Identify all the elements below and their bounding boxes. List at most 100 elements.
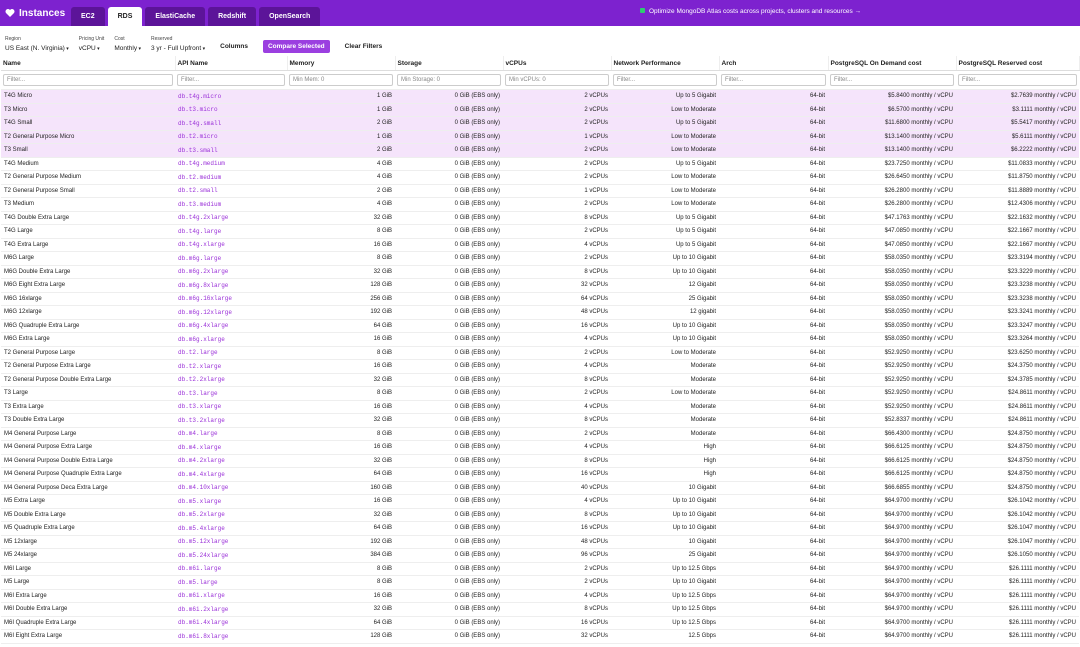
- column-header[interactable]: Name: [1, 56, 176, 71]
- row[interactable]: M6G Extra Large db.m6g.xlarge 16 GiB 0 GiB …: [1, 332, 1079, 347]
- row[interactable]: T4G Double Extra Large db.t4g.2xlarge 32 G…: [1, 211, 1079, 225]
- filter-input[interactable]: Min Mem: 0: [289, 74, 393, 86]
- column-header[interactable]: Storage: [395, 56, 504, 71]
- row[interactable]: T3 Large db.t3.large 8 GiB 0 GiB (EBS only)…: [1, 386, 1079, 401]
- cell: 32 GiB: [287, 265, 395, 279]
- filter[interactable]: Region US East (N. Virginia): [5, 36, 69, 56]
- row[interactable]: T3 Micro db.t3.micro 1 GiB 0 GiB (EBS only)…: [1, 103, 1079, 117]
- row[interactable]: M6G Quadruple Extra Large db.m6g.4xlarge 6…: [1, 319, 1079, 333]
- row[interactable]: M4 General Purpose Large db.m4.large 8 GiB…: [1, 427, 1079, 441]
- row[interactable]: M4 General Purpose Double Extra Large db.…: [1, 454, 1079, 468]
- api-name: db.t2.xlarge: [175, 359, 287, 374]
- column-header[interactable]: Memory: [287, 56, 396, 71]
- row[interactable]: M6I Extra Large db.m6i.xlarge 16 GiB 0 GiB …: [1, 589, 1079, 603]
- cell: 2 vCPUs: [503, 251, 611, 266]
- column-header[interactable]: PostgreSQL Reserved cost: [956, 56, 1080, 71]
- cell: 0 GiB (EBS only): [395, 143, 503, 158]
- tab[interactable]: OpenSearch: [259, 7, 321, 26]
- column-header[interactable]: PostgreSQL On Demand cost: [828, 56, 957, 71]
- row[interactable]: M6I Double Extra Large db.m6i.2xlarge 32 G…: [1, 602, 1079, 617]
- filter-value: US East (N. Virginia): [5, 45, 69, 52]
- row[interactable]: T4G Large db.t4g.large 8 GiB 0 GiB (EBS onl…: [1, 224, 1079, 239]
- cell: 8 GiB: [287, 575, 395, 590]
- row[interactable]: T2 General Purpose Double Extra Large db.…: [1, 373, 1079, 387]
- row[interactable]: M5 Double Extra Large db.m5.2xlarge 32 GiB…: [1, 508, 1079, 522]
- row[interactable]: M6I Large db.m6i.large 8 GiB 0 GiB (EBS onl…: [1, 562, 1079, 576]
- filter-input[interactable]: Filter...: [721, 74, 826, 86]
- api-name: db.t3.small: [175, 143, 287, 158]
- row[interactable]: M6I Quadruple Extra Large db.m6i.4xlarge 6…: [1, 616, 1079, 630]
- cell: 128 GiB: [287, 629, 395, 644]
- cell: T2 General Purpose Medium: [1, 170, 175, 185]
- row[interactable]: T4G Extra Large db.t4g.xlarge 16 GiB 0 GiB …: [1, 238, 1079, 252]
- tab[interactable]: Redshift: [208, 7, 257, 26]
- row[interactable]: M5 Quadruple Extra Large db.m5.4xlarge 64 …: [1, 521, 1079, 536]
- row[interactable]: T2 General Purpose Large db.t2.large 8 GiB…: [1, 346, 1079, 360]
- filter[interactable]: Reserved 3 yr - Full Upfront: [151, 36, 205, 56]
- tab[interactable]: ElastiCache: [145, 7, 206, 26]
- column-header[interactable]: Network Performance: [611, 56, 720, 71]
- cell: Up to 12.5 Gbps: [611, 602, 719, 617]
- row[interactable]: M4 General Purpose Quadruple Extra Large…: [1, 467, 1079, 482]
- cell: Up to 5 Gigabit: [611, 89, 719, 104]
- row[interactable]: T2 General Purpose Micro db.t2.micro 1 GiB…: [1, 130, 1079, 144]
- cell: Up to 10 Gigabit: [611, 251, 719, 266]
- row[interactable]: M4 General Purpose Extra Large db.m4.xlar…: [1, 440, 1079, 455]
- filter[interactable]: Cost Monthly: [114, 36, 141, 56]
- cell: M6I Double Extra Large: [1, 602, 175, 617]
- row[interactable]: T3 Small db.t3.small 2 GiB 0 GiB (EBS only)…: [1, 143, 1079, 158]
- filter-input[interactable]: Filter...: [177, 74, 285, 86]
- row[interactable]: T4G Small db.t4g.small 2 GiB 0 GiB (EBS onl…: [1, 116, 1079, 131]
- column-header[interactable]: API Name: [175, 56, 288, 71]
- cell: 2 GiB: [287, 116, 395, 131]
- cell: High: [611, 467, 719, 482]
- cell: 32 GiB: [287, 373, 395, 387]
- top-bar: Instances EC2 RDS ElastiCache Redshift OpenS…: [0, 0, 1080, 26]
- cell: 16 vCPUs: [503, 319, 611, 333]
- filter-input[interactable]: Filter...: [3, 74, 173, 86]
- row[interactable]: M5 Large db.m5.large 8 GiB 0 GiB (EBS only)…: [1, 575, 1079, 590]
- logo[interactable]: Instances: [5, 8, 71, 19]
- tab[interactable]: RDS: [107, 7, 143, 26]
- cell: 32 GiB: [287, 602, 395, 617]
- row[interactable]: T2 General Purpose Extra Large db.t2.xlar…: [1, 359, 1079, 374]
- row[interactable]: T2 General Purpose Medium db.t2.medium 4 G…: [1, 170, 1079, 185]
- cell: $22.1667 monthly / vCPU: [956, 238, 1079, 252]
- row[interactable]: M5 24xlarge db.m5.24xlarge 384 GiB 0 GiB (E…: [1, 548, 1079, 563]
- column-header[interactable]: Arch: [719, 56, 829, 71]
- button[interactable]: Columns: [220, 43, 248, 50]
- filter-cell: Min Mem: 0: [287, 70, 395, 90]
- row[interactable]: M6G 16xlarge db.m6g.16xlarge 256 GiB 0 GiB …: [1, 292, 1079, 306]
- filter[interactable]: Pricing Unit vCPU: [79, 36, 105, 56]
- row[interactable]: M6G 12xlarge db.m6g.12xlarge 192 GiB 0 GiB …: [1, 305, 1079, 320]
- row[interactable]: M4 General Purpose Deca Extra Large db.m4…: [1, 481, 1079, 495]
- filter-input[interactable]: Filter...: [958, 74, 1077, 86]
- row[interactable]: T3 Medium db.t3.medium 4 GiB 0 GiB (EBS onl…: [1, 197, 1079, 212]
- button[interactable]: Compare Selected: [262, 40, 330, 53]
- cell: $5.8400 monthly / vCPU: [828, 89, 956, 104]
- row[interactable]: M6G Large db.m6g.large 8 GiB 0 GiB (EBS onl…: [1, 251, 1079, 266]
- cell: 64-bit: [719, 143, 828, 158]
- filter-input[interactable]: Filter...: [613, 74, 717, 86]
- cell: 0 GiB (EBS only): [395, 278, 503, 293]
- row[interactable]: T4G Micro db.t4g.micro 1 GiB 0 GiB (EBS onl…: [1, 89, 1079, 104]
- filter-input[interactable]: Filter...: [830, 74, 954, 86]
- promo[interactable]: Optimize MongoDB Atlas costs across proj…: [640, 8, 861, 15]
- row[interactable]: M6G Double Extra Large db.m6g.2xlarge 32 G…: [1, 265, 1079, 279]
- row[interactable]: M6G Eight Extra Large db.m6g.8xlarge 128 G…: [1, 278, 1079, 293]
- tab[interactable]: EC2: [71, 7, 105, 26]
- row[interactable]: M6I Eight Extra Large db.m6i.8xlarge 128 G…: [1, 629, 1079, 644]
- row[interactable]: M5 12xlarge db.m5.12xlarge 192 GiB 0 GiB (E…: [1, 535, 1079, 549]
- filter-input[interactable]: Min Storage: 0: [397, 74, 501, 86]
- button[interactable]: Clear Filters: [344, 43, 383, 50]
- row[interactable]: T2 General Purpose Small db.t2.small 2 GiB…: [1, 184, 1079, 198]
- row[interactable]: T3 Extra Large db.t3.xlarge 16 GiB 0 GiB (E…: [1, 400, 1079, 414]
- row[interactable]: M5 Extra Large db.m5.xlarge 16 GiB 0 GiB (E…: [1, 494, 1079, 509]
- filter-input[interactable]: Min vCPUs: 0: [505, 74, 609, 86]
- column-header[interactable]: vCPUs: [503, 56, 612, 71]
- cell: 2 vCPUs: [503, 89, 611, 104]
- cell: 64-bit: [719, 373, 828, 387]
- row[interactable]: T4G Medium db.t4g.medium 4 GiB 0 GiB (EBS o…: [1, 157, 1079, 171]
- row[interactable]: T3 Double Extra Large db.t3.2xlarge 32 GiB…: [1, 413, 1079, 428]
- api-name: db.m6g.large: [175, 251, 287, 266]
